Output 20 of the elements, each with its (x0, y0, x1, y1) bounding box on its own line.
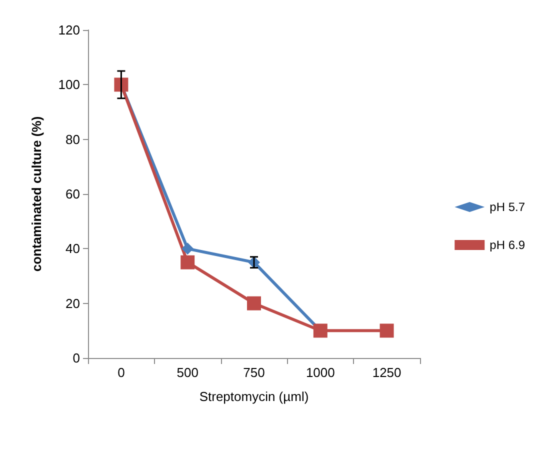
point (247, 296, 261, 310)
y-tick-label: 100 (58, 77, 80, 92)
point (182, 242, 194, 255)
x-tick-label: 750 (243, 365, 265, 380)
y-tick-label: 120 (58, 22, 80, 38)
legend-label: pH 6.9 (490, 238, 526, 252)
y-tick-label: 0 (72, 350, 80, 366)
y-axis-title: contaminated culture (%) (29, 116, 44, 272)
point (180, 255, 195, 270)
x-axis-title: Streptomycin (µml) (199, 389, 309, 404)
x-tick-label: 0 (118, 365, 125, 380)
y-tick-label: 80 (66, 132, 80, 147)
x-tick-label: 500 (176, 365, 198, 380)
y-tick-label: 40 (66, 241, 80, 256)
y-tick-label: 20 (66, 296, 80, 311)
y-tick-label: 60 (66, 186, 80, 202)
x-tick-label: 1000 (306, 365, 335, 380)
legend-label: pH 5.7 (490, 200, 526, 214)
x-tick-label: 1250 (372, 365, 402, 380)
point (380, 324, 394, 338)
